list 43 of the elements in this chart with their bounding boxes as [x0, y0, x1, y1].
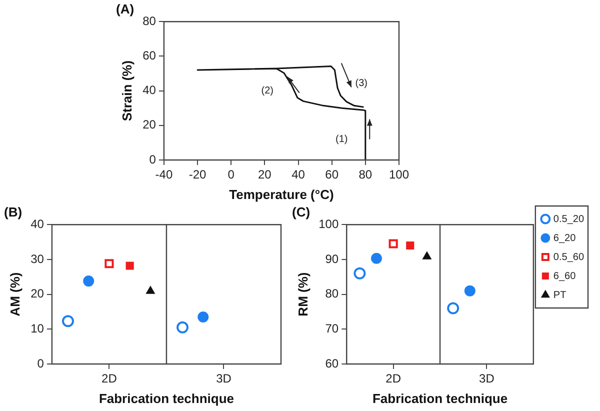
- y-axis-title: AM (%): [7, 272, 22, 316]
- y-tick-label: 20: [142, 118, 156, 132]
- x-axis-title: Fabrication technique: [98, 390, 234, 406]
- x-tick-label: 80: [358, 168, 372, 182]
- x-tick-label: 3D: [216, 372, 232, 386]
- y-tick-label: 100: [318, 216, 339, 231]
- legend-label: 0.5_20: [553, 214, 584, 225]
- x-tick-label: 40: [292, 168, 306, 182]
- chart-title: (C): [292, 204, 310, 220]
- legend-label: 6_20: [553, 232, 576, 244]
- y-tick-label: 70: [325, 321, 339, 336]
- y-tick-label: 0: [37, 356, 44, 370]
- y-tick-label: 0: [149, 152, 156, 166]
- y-tick-label: 10: [30, 321, 44, 336]
- y-tick-label: 30: [30, 252, 44, 266]
- legend-label: 0.5_60: [553, 252, 584, 263]
- y-axis-title: Strain (%): [119, 60, 134, 122]
- x-tick-label: 0: [228, 168, 235, 182]
- y-tick-label: 60: [142, 48, 156, 63]
- x-tick-label: 2D: [386, 372, 402, 386]
- x-tick-label: -20: [188, 168, 207, 182]
- chart-title: (B): [4, 204, 22, 220]
- y-tick-label: 20: [30, 286, 44, 301]
- annotation: (3): [355, 78, 368, 89]
- legend-label: PT: [553, 290, 566, 301]
- chart-title: (A): [116, 1, 134, 16]
- y-tick-label: 90: [325, 252, 339, 266]
- annotation: (2): [261, 86, 274, 97]
- x-tick-label: 20: [258, 168, 272, 182]
- x-tick-label: 3D: [479, 372, 495, 386]
- x-axis-title: Temperature (°C): [229, 186, 334, 202]
- legend-label: 6_60: [553, 270, 576, 282]
- y-tick-label: 60: [325, 356, 339, 370]
- x-tick-label: 2D: [102, 372, 118, 386]
- x-tick-label: -40: [155, 168, 173, 182]
- y-tick-label: 40: [30, 216, 44, 231]
- x-tick-label: 100: [388, 168, 410, 182]
- y-tick-label: 80: [325, 286, 339, 301]
- y-tick-label: 80: [142, 14, 156, 28]
- y-axis-title: RM (%): [295, 272, 310, 316]
- annotation: (1): [336, 134, 348, 145]
- y-tick-label: 40: [142, 83, 156, 98]
- x-axis-title: Fabrication technique: [372, 390, 508, 406]
